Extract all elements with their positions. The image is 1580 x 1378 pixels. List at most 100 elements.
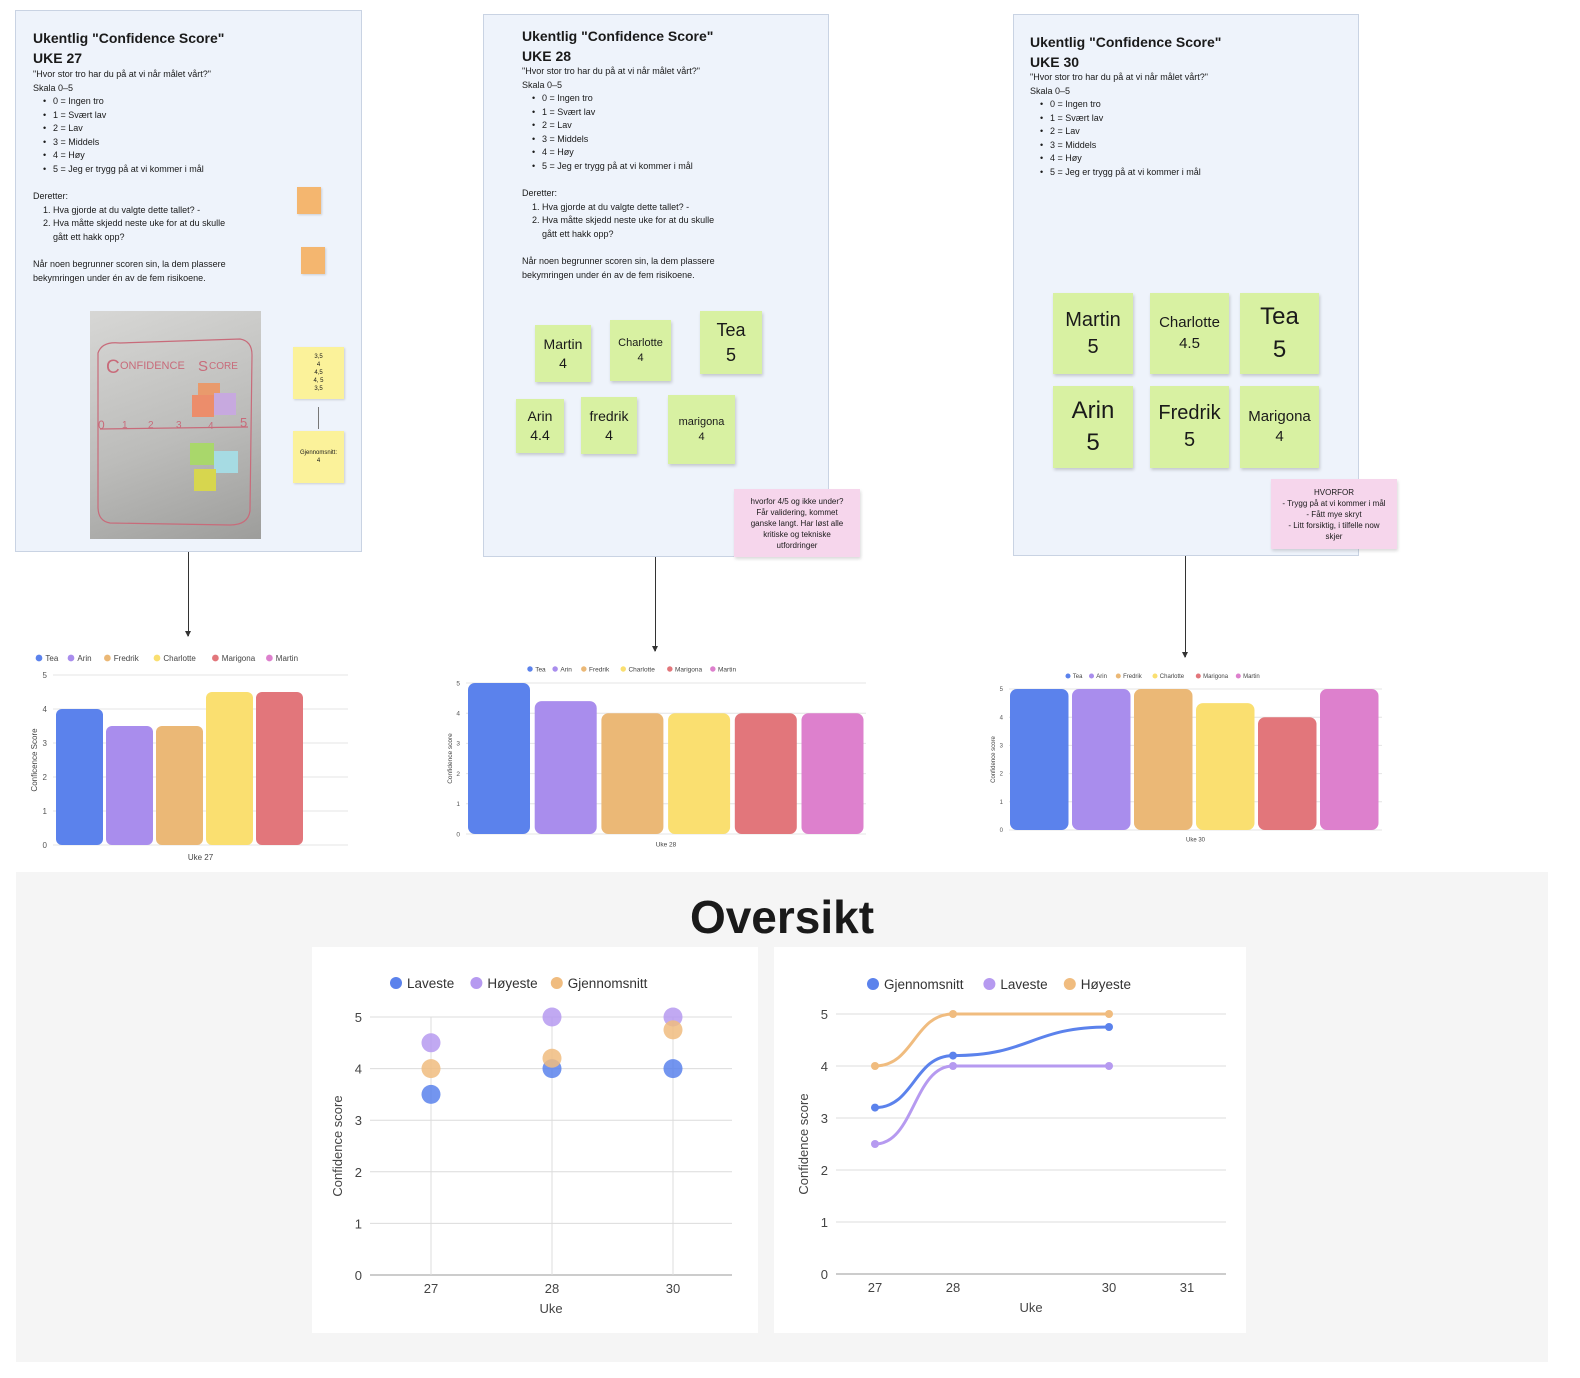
legend-marker [266, 654, 273, 662]
legend-marker [390, 977, 402, 989]
frame-week-27[interactable]: Ukentlig "Confidence Score" UKE 27 "Hvor … [15, 10, 362, 552]
scale-item: 1 = Svært lav [542, 106, 782, 120]
overview-section: Oversikt 0 1 2 3 4 5 Uke Confidence score Lavest… [16, 872, 1548, 1362]
sticky-note[interactable]: Arin 4.4 [516, 399, 564, 453]
scale-item: 3 = Middels [1050, 139, 1290, 153]
sticky-value: 5 [1183, 429, 1196, 451]
then-item: Hva gjorde at du valgte dette tallet? - [542, 201, 782, 215]
legend-marker [581, 666, 587, 672]
y-tick-label: 0 [355, 1268, 362, 1283]
pink-note-reason[interactable]: HVORFOR - Trygg på at vi kommer i mål - … [1271, 479, 1397, 549]
bar [601, 713, 664, 834]
line-point [1105, 1010, 1113, 1018]
y-axis-label: Confidence score [991, 735, 997, 782]
scale-item: 3 = Middels [542, 133, 782, 147]
y-tick-label: 1 [821, 1215, 828, 1230]
frame-question: "Hvor stor tro har du på at vi når målet… [522, 66, 700, 76]
sticky-note[interactable]: Martin 5 [1053, 293, 1133, 374]
arrow-connector [1182, 556, 1188, 658]
sticky-note[interactable]: Martin 4 [535, 325, 591, 382]
overview-title: Oversikt [689, 891, 875, 943]
whiteboard-photo[interactable]: C ONFIDENCE S CORE 0 1 2 3 4 5 [90, 311, 261, 539]
frame-title: Ukentlig "Confidence Score" UKE 27 [33, 28, 224, 68]
sticky-note[interactable]: marigona 4 [668, 395, 735, 464]
bar [1258, 717, 1317, 830]
y-tick-label: 4 [1000, 715, 1004, 721]
sticky-note[interactable]: Marigona 4 [1240, 386, 1319, 468]
bar [801, 713, 864, 834]
bar-chart-week-30: Tea Arin Fredrik Charlotte Marigona Martin 0 1 2… [991, 673, 1382, 843]
sticky-note[interactable]: Charlotte 4 [610, 320, 671, 381]
svg-text:S: S [198, 358, 208, 375]
sticky-note[interactable]: Charlotte 4.5 [1150, 293, 1229, 374]
bar [1010, 689, 1069, 830]
sticky-note[interactable]: Tea 5 [1240, 293, 1319, 374]
scatter-card: 0 1 2 3 4 5 Uke Confidence score Laveste Høyeste G… [312, 947, 758, 1333]
legend-label: Charlotte [1160, 674, 1185, 680]
frame-week: UKE 28 [522, 48, 572, 64]
frame-week-30[interactable]: Ukentlig "Confidence Score" UKE 30 "Hvor … [1013, 14, 1359, 556]
legend-marker [153, 654, 161, 662]
scale-list: 0 = Ingen tro 1 = Svært lav 2 = Lav 3 = … [1030, 98, 1290, 179]
sticky-name: Martin [1065, 308, 1121, 331]
y-tick-label: 0 [456, 831, 460, 838]
y-tick-label: 3 [355, 1113, 362, 1128]
sticky-value: 4 [605, 426, 613, 443]
bar [206, 692, 253, 845]
legend-label: Martin [276, 654, 298, 663]
legend-label: Fredrik [114, 654, 140, 663]
orange-sticky[interactable] [297, 187, 321, 214]
sticky-note[interactable]: Tea 5 [700, 311, 762, 374]
legend-marker [1065, 673, 1071, 679]
frame-heading: Ukentlig "Confidence Score" [33, 30, 225, 46]
legend-marker [1195, 673, 1201, 679]
sticky-value: 4 [559, 354, 567, 371]
frame-scale-label: Skala 0–5 [522, 79, 563, 90]
bar [1320, 689, 1379, 830]
frame-week: UKE 30 [1030, 54, 1080, 70]
legend-marker [1063, 978, 1076, 990]
frame-text: "Hvor stor tro har du på at vi når målet… [33, 68, 283, 285]
sticky-note[interactable]: Fredrik 5 [1150, 386, 1229, 468]
legend-marker [667, 666, 673, 672]
line-point [871, 1103, 879, 1112]
arrow-connector [652, 557, 658, 652]
y-tick-label: 4 [456, 710, 460, 717]
y-tick-label: 3 [821, 1111, 828, 1126]
y-tick-label: 2 [821, 1163, 828, 1178]
svg-text:5: 5 [240, 415, 247, 430]
legend-marker [67, 654, 75, 662]
frame-week: UKE 27 [33, 50, 83, 66]
legend-label: Marigona [1203, 674, 1229, 680]
pink-note-reason[interactable]: hvorfor 4/5 og ikke under? Får validerin… [734, 489, 860, 557]
scale-item: 1 = Svært lav [53, 109, 283, 123]
frame-scale-label: Skala 0–5 [33, 82, 74, 93]
frame-scale-label: Skala 0–5 [1030, 85, 1071, 96]
sticky-note[interactable]: fredrik 4 [581, 397, 637, 454]
bar [256, 692, 303, 845]
legend-label: Arin [1096, 674, 1107, 680]
yellow-note-scores[interactable]: 3,5 4 4,5 4, 5 3,5 [293, 347, 344, 399]
sticky-note[interactable]: Arin 5 [1053, 386, 1133, 468]
sticky-value: 5 [1087, 335, 1099, 358]
legend-marker [1115, 673, 1121, 679]
orange-sticky[interactable] [301, 247, 325, 274]
bar [668, 713, 731, 834]
y-tick-label: 2 [355, 1165, 362, 1180]
legend-label: Gjennomsnitt [568, 976, 648, 991]
bar [734, 713, 797, 834]
sticky-name: Martin [543, 335, 583, 352]
sticky-name: Tea [716, 320, 746, 341]
frame-heading: Ukentlig "Confidence Score" [1030, 34, 1222, 50]
x-tick-label: 28 [946, 1280, 960, 1295]
arrow-connector [185, 552, 191, 637]
yellow-note-average[interactable]: Gjennomsnitt: 4 [293, 431, 344, 483]
legend-marker [35, 654, 43, 662]
frame-week-28[interactable]: Ukentlig "Confidence Score" UKE 28 "Hvor … [483, 14, 829, 557]
bar-chart-week-28: Tea Arin Fredrik Charlotte Marigona Martin 0 1 2… [447, 666, 866, 848]
scale-item: 3 = Middels [53, 136, 283, 150]
bar [156, 726, 203, 845]
svg-text:CORE: CORE [209, 361, 238, 372]
legend-marker [1088, 673, 1095, 679]
svg-text:1: 1 [122, 420, 128, 431]
